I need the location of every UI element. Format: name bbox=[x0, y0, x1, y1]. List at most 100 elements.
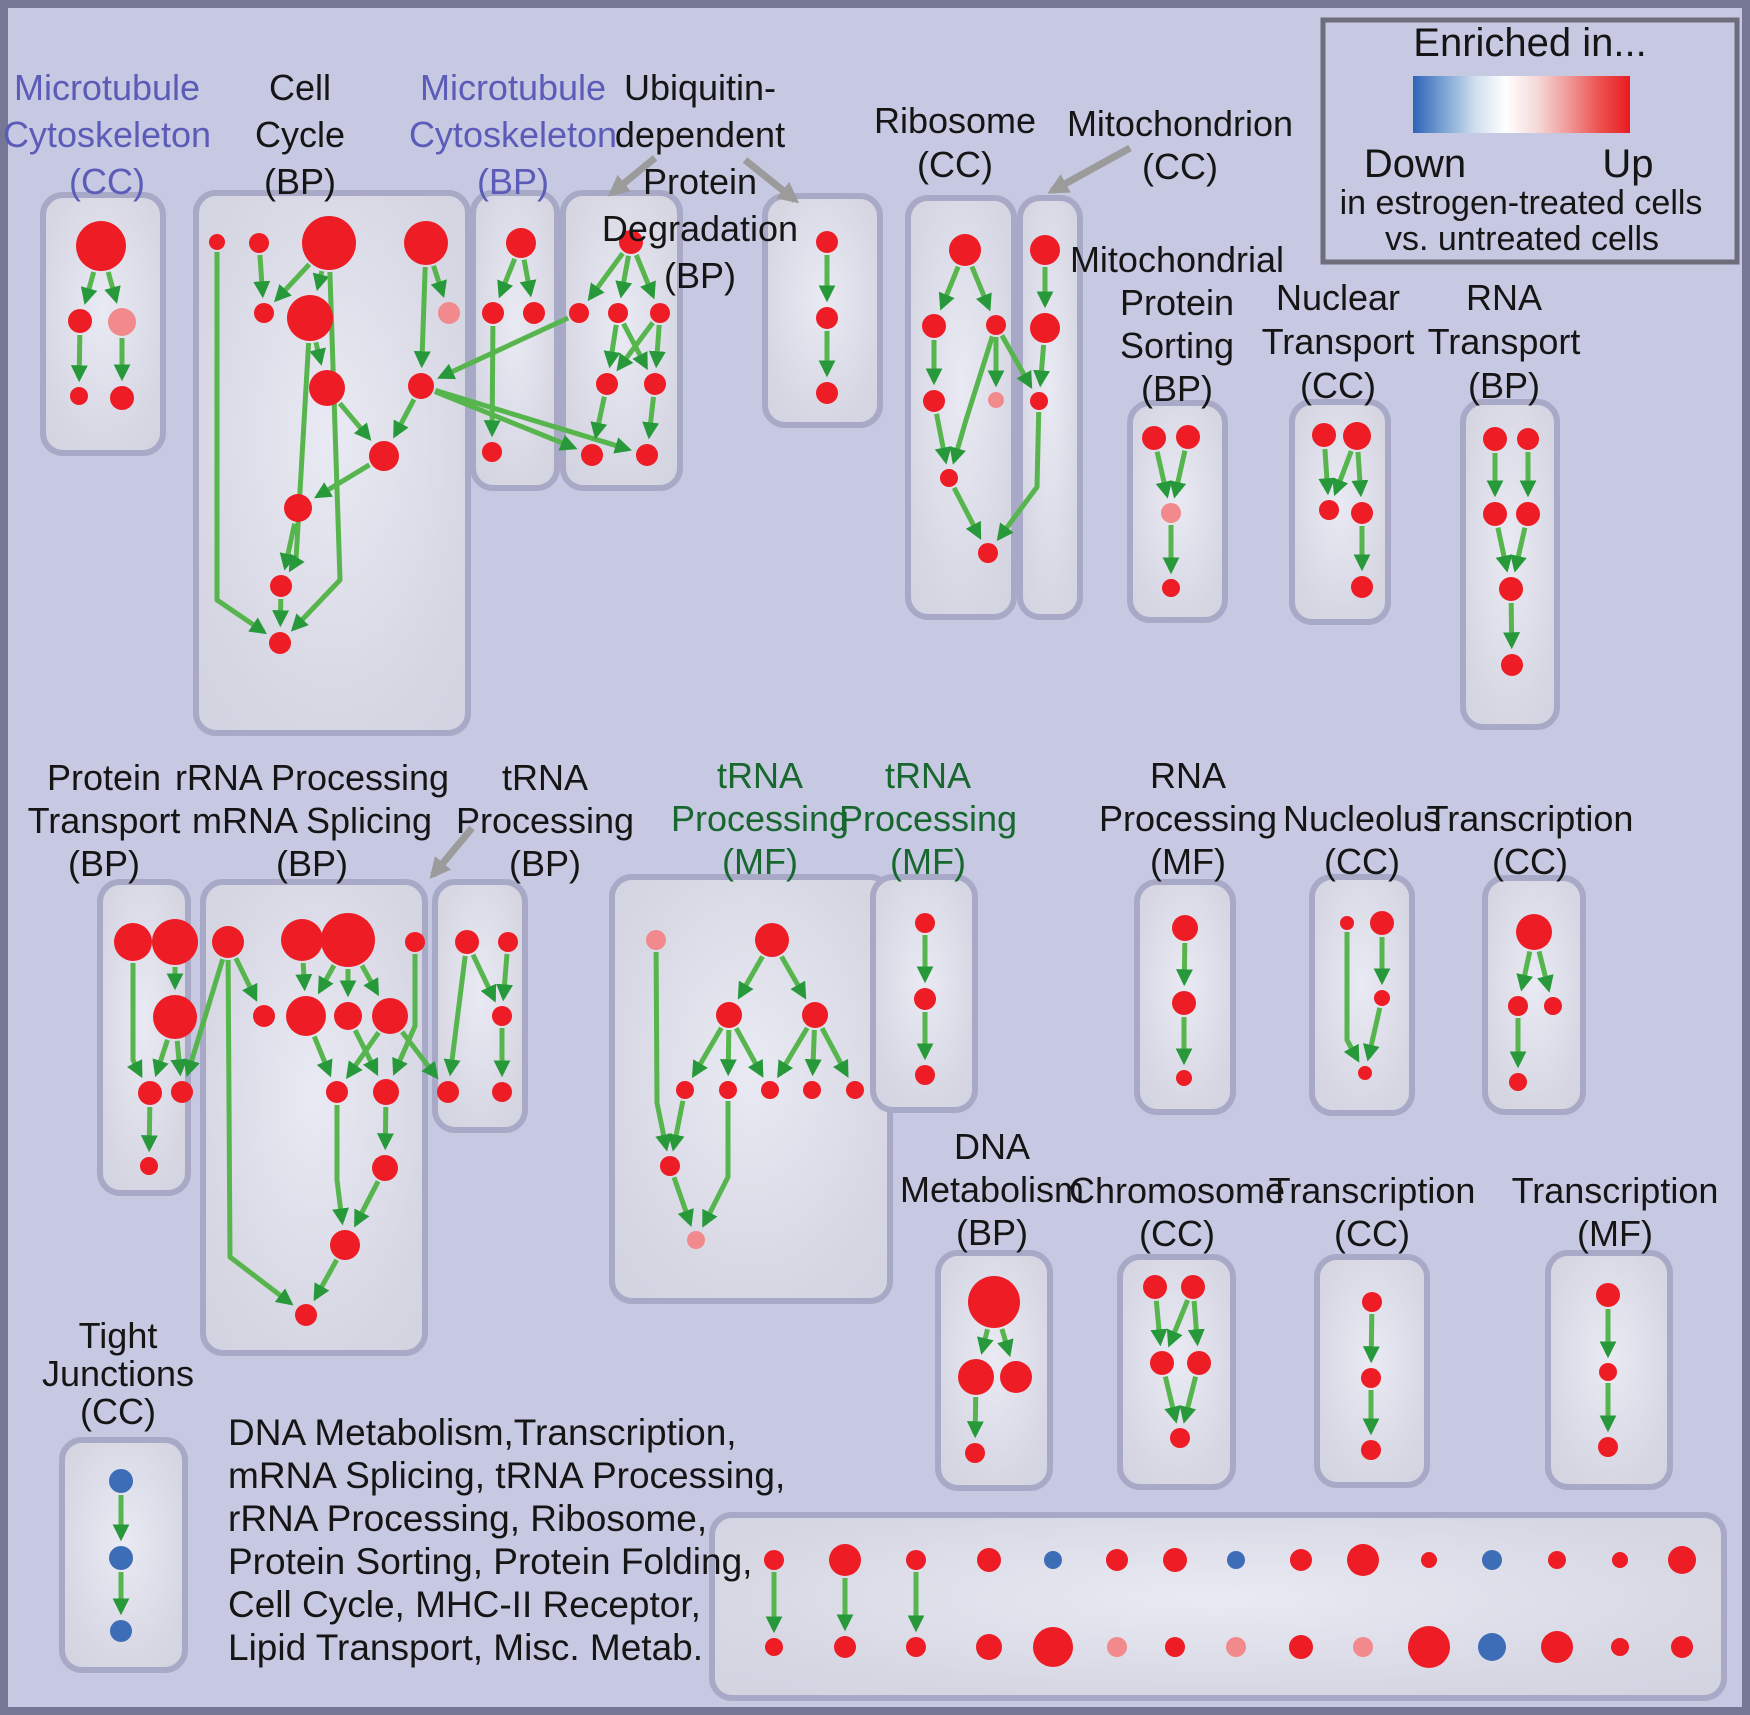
edge-arrow bbox=[938, 265, 961, 311]
node bbox=[914, 988, 936, 1010]
edge-arrow bbox=[1179, 1375, 1199, 1424]
group-box-misc-strip bbox=[709, 1512, 1727, 1701]
node bbox=[254, 303, 274, 323]
node bbox=[372, 1155, 398, 1181]
label-ribosome-cc: Ribosome bbox=[874, 100, 1036, 141]
label-nuclear-transport-cc: Nuclear bbox=[1276, 277, 1400, 318]
label-transcription-cc-bottom: (CC) bbox=[1334, 1213, 1410, 1254]
label-dna-metabolism-bp: Metabolism bbox=[900, 1169, 1084, 1210]
node bbox=[326, 1081, 348, 1103]
node bbox=[1358, 1066, 1372, 1080]
node bbox=[1176, 425, 1200, 449]
edge-arrow bbox=[1033, 344, 1051, 388]
node bbox=[1517, 428, 1539, 450]
edge-arrow bbox=[233, 957, 258, 1002]
node bbox=[1227, 1551, 1245, 1569]
node bbox=[270, 575, 292, 597]
edge-arrow bbox=[951, 486, 982, 540]
label-rna-processing-mf: RNA bbox=[1150, 755, 1226, 796]
node bbox=[302, 216, 356, 270]
node bbox=[1362, 1292, 1382, 1312]
node bbox=[644, 373, 666, 395]
node bbox=[286, 996, 326, 1036]
note-text-line: Protein Sorting, Protein Folding, bbox=[228, 1541, 752, 1582]
node bbox=[1289, 1635, 1313, 1659]
edge-arrow bbox=[332, 1105, 349, 1226]
label-tight-junctions-cc: (CC) bbox=[80, 1391, 156, 1432]
edge-arrow bbox=[1162, 1376, 1181, 1424]
label-mitochondrion-cc: (CC) bbox=[1142, 146, 1218, 187]
label-mitochondrial-protein-sorting-bp: Mitochondrial bbox=[1070, 239, 1284, 280]
label-microtubule-cytoskeleton-cc: (CC) bbox=[69, 161, 145, 202]
group-box-transcription-cc-mid bbox=[1482, 875, 1586, 1115]
group-box-nuclear-transport-cc bbox=[1289, 399, 1391, 625]
node bbox=[372, 998, 408, 1034]
edge-arrow bbox=[214, 252, 268, 635]
node bbox=[321, 913, 375, 967]
edge-arrow bbox=[996, 411, 1042, 542]
group-boxes-layer bbox=[40, 190, 1727, 1701]
node bbox=[846, 1081, 864, 1099]
node bbox=[1319, 500, 1339, 520]
edge-arrow bbox=[225, 959, 294, 1306]
node bbox=[1599, 1363, 1617, 1381]
node bbox=[1000, 1361, 1032, 1393]
node bbox=[369, 441, 399, 471]
node bbox=[1370, 911, 1394, 935]
node bbox=[1509, 1073, 1527, 1091]
edge-arrow bbox=[337, 401, 372, 441]
pointer-mitochondrion bbox=[1047, 144, 1132, 195]
label-microtubule-cytoskeleton-bp: (BP) bbox=[477, 161, 549, 202]
edge-arrow bbox=[648, 324, 666, 369]
node bbox=[1170, 1428, 1190, 1448]
node bbox=[816, 307, 838, 329]
label-tight-junctions-cc: Tight bbox=[79, 1315, 158, 1356]
node bbox=[498, 932, 518, 952]
node bbox=[1106, 1549, 1128, 1571]
edge-arrow bbox=[621, 322, 649, 371]
note-text-line: mRNA Splicing, tRNA Processing, bbox=[228, 1455, 785, 1496]
node bbox=[834, 1636, 856, 1658]
node bbox=[1351, 502, 1373, 524]
label-protein-transport-bp: Transport bbox=[28, 800, 181, 841]
node bbox=[523, 302, 545, 324]
node bbox=[976, 1634, 1002, 1660]
node bbox=[650, 303, 670, 323]
node bbox=[755, 923, 789, 957]
node bbox=[334, 1002, 362, 1030]
node bbox=[1172, 915, 1198, 941]
edge-arrow bbox=[701, 1101, 731, 1228]
node bbox=[1611, 1638, 1629, 1656]
group-box-dna-metabolism-bp bbox=[935, 1250, 1053, 1491]
label-mitochondrial-protein-sorting-bp: Protein bbox=[1120, 282, 1234, 323]
label-transcription-cc-mid: Transcription bbox=[1427, 798, 1634, 839]
edge-arrow bbox=[934, 413, 952, 465]
node bbox=[968, 1276, 1020, 1328]
node bbox=[212, 926, 244, 958]
edge-arrow bbox=[1187, 1300, 1205, 1347]
node bbox=[1361, 1368, 1381, 1388]
legend-title: Enriched in... bbox=[1413, 21, 1646, 65]
label-rna-transport-bp: RNA bbox=[1466, 277, 1542, 318]
legend-down-label: Down bbox=[1364, 142, 1466, 186]
group-box-chromosome-cc bbox=[1117, 1254, 1236, 1490]
edge-arrow bbox=[999, 334, 1033, 390]
group-box-mitochondrion-cc bbox=[1017, 195, 1083, 620]
label-trna-processing-mf-small: (MF) bbox=[890, 841, 966, 882]
node bbox=[1548, 1551, 1566, 1569]
label-transcription-mf: Transcription bbox=[1512, 1170, 1719, 1211]
node bbox=[109, 1546, 133, 1570]
node bbox=[295, 1304, 317, 1326]
label-microtubule-cytoskeleton-bp: Microtubule bbox=[420, 67, 606, 108]
node bbox=[287, 295, 333, 341]
edge-arrow bbox=[734, 1026, 764, 1078]
node bbox=[1312, 423, 1336, 447]
edge-arrow bbox=[1363, 1007, 1383, 1062]
edge-arrow bbox=[104, 271, 121, 304]
edge-arrow bbox=[152, 1039, 170, 1078]
node bbox=[114, 923, 152, 961]
edge-arrow bbox=[667, 1100, 686, 1152]
node bbox=[140, 1157, 158, 1175]
edge-arrow bbox=[274, 262, 312, 303]
